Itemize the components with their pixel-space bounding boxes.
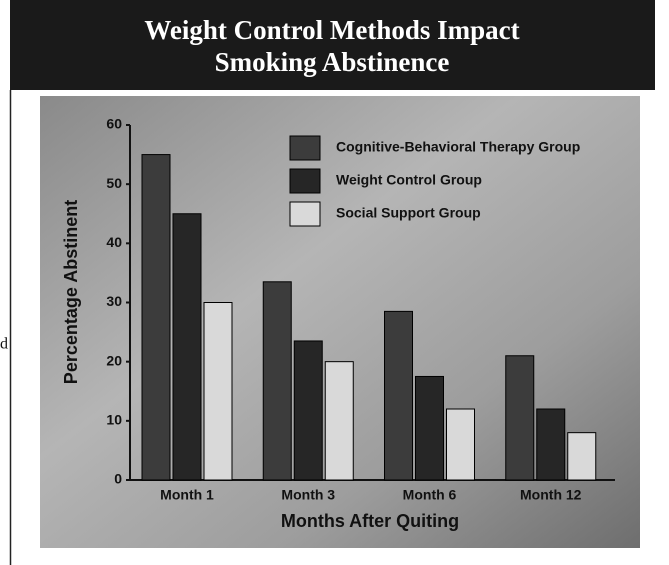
x-tick-label: Month 3 (281, 487, 335, 503)
bar (568, 433, 596, 480)
legend-swatch (290, 136, 320, 160)
legend-label: Cognitive-Behavioral Therapy Group (336, 139, 580, 155)
y-tick-label: 20 (106, 352, 122, 368)
x-tick-label: Month 12 (520, 487, 582, 503)
legend-swatch (290, 202, 320, 226)
bar (294, 341, 322, 480)
x-tick-label: Month 6 (403, 487, 457, 503)
bar (416, 376, 444, 480)
y-tick-label: 50 (106, 175, 122, 191)
side-fragment: d (0, 336, 8, 353)
y-tick-label: 30 (106, 293, 122, 309)
bar (325, 362, 353, 480)
legend-swatch (290, 169, 320, 193)
y-axis-label: Percentage Abstinent (61, 200, 81, 384)
bar (173, 214, 201, 480)
chart-title: Weight Control Methods Impact (144, 15, 519, 45)
bar (263, 282, 291, 480)
chart-subtitle: Smoking Abstinence (215, 47, 450, 77)
y-tick-label: 60 (106, 116, 122, 132)
legend-label: Social Support Group (336, 205, 481, 221)
x-axis-label: Months After Quiting (281, 511, 459, 531)
bar (385, 311, 413, 480)
y-tick-label: 10 (106, 412, 122, 428)
bar (447, 409, 475, 480)
y-tick-label: 40 (106, 234, 122, 250)
x-tick-label: Month 1 (160, 487, 214, 503)
legend-label: Weight Control Group (336, 172, 482, 188)
figure: d Weight Control Methods Impact Smoking … (0, 0, 669, 565)
y-tick-label: 0 (114, 471, 122, 487)
bar (204, 303, 232, 481)
bar (506, 356, 534, 480)
bar (537, 409, 565, 480)
bar (142, 155, 170, 480)
